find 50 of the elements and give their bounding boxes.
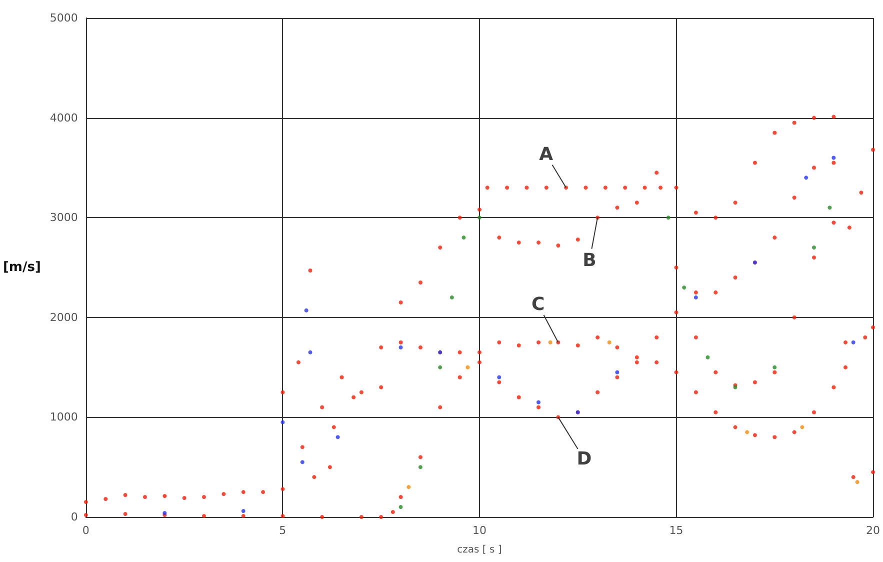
y-tick-label: 2000 [50, 310, 78, 324]
point [682, 285, 686, 290]
point [406, 485, 411, 490]
point [745, 430, 750, 434]
y-tick-label: 0 [70, 510, 78, 524]
point [615, 370, 620, 374]
point [438, 365, 442, 370]
y-tick-label: 5000 [50, 12, 78, 24]
point [694, 295, 698, 300]
point [548, 340, 552, 344]
point [536, 400, 540, 404]
annotation: D [576, 448, 592, 470]
point [772, 365, 777, 370]
point [706, 355, 710, 360]
point [804, 176, 808, 180]
point [666, 216, 670, 220]
x-tick-label: 5 [279, 524, 286, 537]
y-axis-title: [m/s] [2, 260, 41, 275]
point [812, 246, 816, 250]
point [398, 345, 403, 350]
x-tick-label: 10 [472, 524, 486, 537]
point [418, 465, 422, 470]
point [832, 156, 836, 160]
point [466, 365, 470, 370]
x-tick-label: 15 [669, 524, 684, 537]
y-tick-label: 1000 [50, 410, 78, 424]
point [851, 340, 856, 344]
x-tick-label: 0 [82, 524, 90, 537]
y-tick-label: 4000 [50, 111, 78, 124]
point [280, 420, 285, 424]
annotation: C [532, 294, 545, 315]
point [300, 460, 304, 464]
point [450, 295, 454, 300]
point [828, 206, 832, 210]
annotation: B [582, 250, 596, 272]
x-axis-title: czas [ s ] [457, 544, 502, 556]
point [308, 350, 312, 354]
y-tick-label: 3000 [50, 211, 78, 224]
point [398, 505, 403, 510]
point [241, 509, 246, 514]
point [855, 480, 860, 484]
point [462, 236, 466, 240]
point [607, 340, 612, 344]
point [336, 435, 340, 440]
annotation: A [539, 144, 554, 166]
point [477, 216, 482, 220]
point [304, 308, 308, 312]
point [800, 425, 804, 430]
point [497, 375, 502, 380]
x-tick-label: 20 [866, 524, 880, 537]
